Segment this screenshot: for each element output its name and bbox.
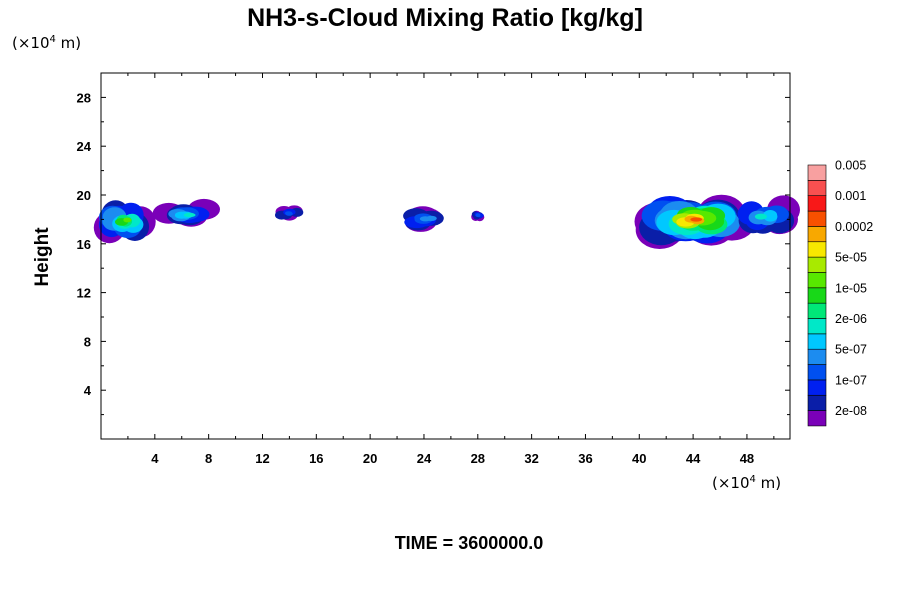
cloud-region — [152, 198, 220, 227]
colorbar-swatch — [807, 226, 827, 243]
x-tick-label: 20 — [363, 451, 377, 466]
cloud-field — [93, 194, 800, 249]
cloud-contour — [763, 210, 778, 220]
colorbar-swatch — [807, 364, 827, 381]
colorbar-swatch — [807, 287, 827, 304]
x-tick-label: 32 — [524, 451, 538, 466]
colorbar-label: 5e-07 — [835, 343, 867, 357]
colorbar-swatch — [807, 195, 827, 212]
colorbar-label: 0.0002 — [835, 220, 873, 234]
cloud-contour — [425, 215, 437, 221]
x-tick-label: 48 — [740, 451, 754, 466]
colorbar-label: 0.001 — [835, 189, 866, 203]
colorbar-label: 1e-05 — [835, 281, 867, 295]
colorbar-swatch — [807, 256, 827, 273]
cloud-region — [737, 195, 800, 235]
colorbar-label: 2e-06 — [835, 312, 867, 326]
y-tick-label: 16 — [77, 237, 91, 252]
colorbar-swatch — [807, 318, 827, 335]
y-tick-label: 12 — [77, 286, 91, 301]
chart-title: NH3-s-Cloud Mixing Ratio [kg/kg] — [247, 4, 643, 32]
cloud-contour — [754, 213, 767, 220]
y-axis-unit: (×104 m) — [12, 34, 81, 52]
colorbar-swatch — [807, 241, 827, 258]
cloud-region — [471, 210, 485, 222]
cloud-region — [634, 194, 756, 249]
colorbar-label: 1e-07 — [835, 373, 867, 387]
y-tick-label: 4 — [84, 383, 92, 398]
colorbar-label: 0.005 — [835, 159, 866, 173]
colorbar-label: 5e-05 — [835, 251, 867, 265]
colorbar-swatch — [807, 348, 827, 365]
x-tick-label: 4 — [151, 451, 159, 466]
time-label: TIME = 3600000.0 — [395, 533, 544, 553]
y-tick-label: 28 — [77, 90, 91, 105]
x-tick-label: 36 — [578, 451, 592, 466]
colorbar-swatch — [807, 272, 827, 289]
y-tick-label: 24 — [77, 139, 92, 154]
x-axis-unit: (×104 m) — [712, 474, 781, 492]
x-tick-label: 28 — [471, 451, 485, 466]
cloud-contour — [690, 217, 703, 222]
x-tick-label: 24 — [417, 451, 432, 466]
colorbar-label: 2e-08 — [835, 404, 867, 418]
y-tick-label: 20 — [77, 188, 91, 203]
colorbar: 2e-08 1e-07 5e-07 2e-06 1e-05 5e-05 0.0002 0.00… — [807, 159, 873, 427]
colorbar-swatch — [807, 410, 827, 427]
x-tick-label: 40 — [632, 451, 646, 466]
cloud-region — [403, 206, 444, 232]
x-tick-label: 16 — [309, 451, 323, 466]
colorbar-swatch — [807, 394, 827, 411]
cloud-contour — [285, 211, 293, 216]
cloud-contour — [475, 213, 480, 217]
x-tick-label: 12 — [255, 451, 269, 466]
colorbar-swatch — [807, 180, 827, 197]
y-tick-label: 8 — [84, 334, 91, 349]
plot-frame — [100, 72, 791, 440]
y-axis-label: Height — [32, 227, 53, 287]
colorbar-swatch — [807, 379, 827, 396]
colorbar-swatch — [807, 210, 827, 227]
colorbar-swatch — [807, 164, 827, 181]
x-tick-label: 44 — [686, 451, 701, 466]
colorbar-swatch — [807, 333, 827, 350]
cloud-region — [275, 205, 304, 221]
colorbar-swatch — [807, 302, 827, 319]
cloud-contour — [183, 212, 196, 218]
x-tick-label: 8 — [205, 451, 212, 466]
cloud-contour — [123, 217, 132, 223]
cloud-region — [93, 200, 156, 244]
